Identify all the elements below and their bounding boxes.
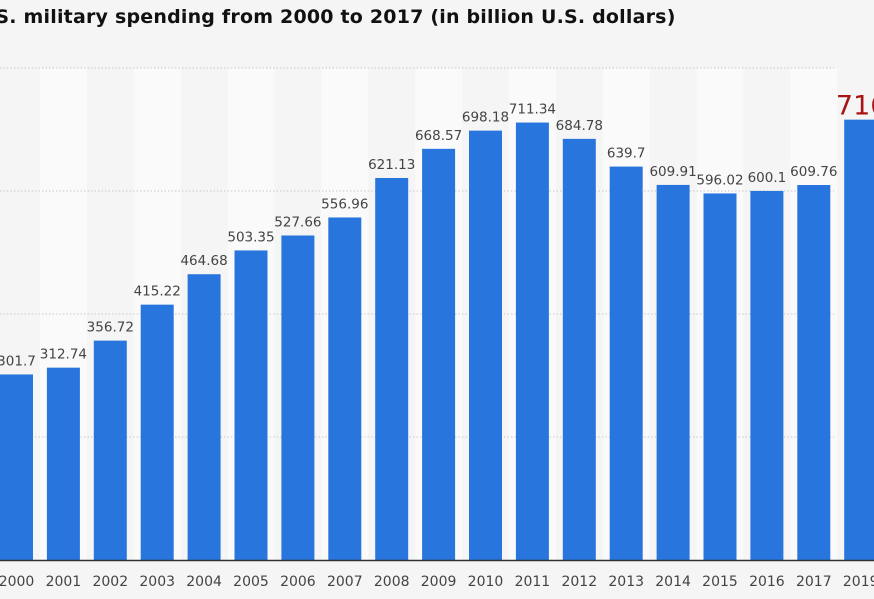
bar-2019 — [844, 119, 874, 560]
bar-2008 — [375, 178, 409, 560]
bar-2015 — [703, 193, 737, 560]
data-label-2007: 556.96 — [321, 196, 368, 212]
bar-2016 — [750, 190, 784, 560]
data-label-2012: 684.78 — [556, 118, 603, 134]
bar-2001 — [46, 367, 80, 560]
x-tick-label-2004: 2004 — [186, 574, 222, 590]
data-label-2010: 698.18 — [462, 110, 509, 126]
bar-2011 — [515, 122, 549, 560]
bar-2014 — [656, 184, 690, 561]
x-tick-label-2016: 2016 — [749, 574, 785, 590]
data-label-2011: 711.34 — [509, 102, 556, 118]
x-tick-label-2010: 2010 — [468, 574, 504, 590]
data-label-2003: 415.22 — [134, 284, 181, 300]
data-label-2016: 600.1 — [748, 170, 787, 186]
data-label-2019: 716 — [836, 91, 874, 122]
bar-2017 — [797, 184, 831, 560]
x-tick-label-2017: 2017 — [796, 574, 832, 590]
x-tick-label-2012: 2012 — [561, 574, 597, 590]
x-tick-label-2013: 2013 — [608, 574, 644, 590]
x-tick-label-2003: 2003 — [139, 574, 175, 590]
data-label-2005: 503.35 — [227, 229, 274, 245]
x-tick-label-2000: 2000 — [0, 574, 34, 590]
bar-2004 — [187, 274, 221, 560]
data-label-2004: 464.68 — [180, 253, 227, 269]
data-label-2014: 609.91 — [649, 164, 696, 180]
bar-2006 — [281, 235, 315, 560]
bar-2013 — [609, 166, 643, 560]
data-label-2000: 301.7 — [0, 353, 36, 369]
x-tick-label-2002: 2002 — [92, 574, 128, 590]
bar-2007 — [328, 217, 362, 560]
data-label-2013: 639.7 — [607, 146, 646, 162]
data-label-2002: 356.72 — [87, 320, 134, 336]
x-tick-label-2005: 2005 — [233, 574, 269, 590]
bar-2003 — [140, 304, 174, 560]
x-tick-label-2001: 2001 — [46, 574, 82, 590]
data-label-2008: 621.13 — [368, 157, 415, 173]
data-label-2017: 609.76 — [790, 164, 837, 180]
chart-title: .S. military spending from 2000 to 2017 … — [0, 6, 676, 28]
x-tick-label-2014: 2014 — [655, 574, 691, 590]
data-label-2009: 668.57 — [415, 128, 462, 144]
bar-2009 — [422, 148, 456, 560]
x-tick-label-2006: 2006 — [280, 574, 316, 590]
bar-2002 — [93, 340, 127, 560]
x-tick-label-2008: 2008 — [374, 574, 410, 590]
bar-2000 — [0, 374, 33, 560]
bar-2010 — [469, 130, 502, 560]
x-tick-label-2019: 2019 — [843, 574, 874, 590]
x-tick-label-2011: 2011 — [515, 574, 551, 590]
data-label-2006: 527.66 — [274, 214, 321, 230]
bar-2012 — [562, 138, 596, 561]
x-tick-label-2007: 2007 — [327, 574, 363, 590]
data-label-2001: 312.74 — [40, 347, 87, 363]
data-label-2015: 596.02 — [696, 172, 743, 188]
bar-2005 — [234, 250, 268, 560]
x-tick-label-2009: 2009 — [421, 574, 457, 590]
x-tick-label-2015: 2015 — [702, 574, 738, 590]
